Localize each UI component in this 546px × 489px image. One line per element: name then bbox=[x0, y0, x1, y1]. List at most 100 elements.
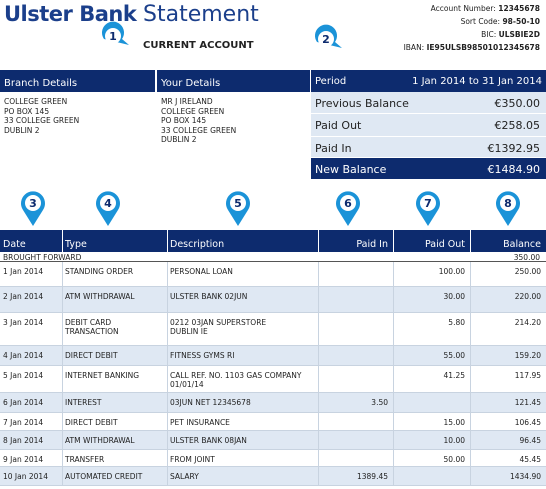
cell-divider bbox=[470, 366, 471, 393]
callout-dot bbox=[500, 195, 516, 211]
cell-divider bbox=[62, 366, 63, 393]
table-cell: 30.00 bbox=[443, 292, 465, 301]
table-cell: PERSONAL LOAN bbox=[170, 267, 233, 276]
cell-divider bbox=[167, 313, 168, 346]
transaction-row bbox=[0, 450, 546, 467]
table-cell: 106.45 bbox=[514, 418, 541, 427]
brought-forward-row bbox=[0, 252, 546, 262]
callout-dot bbox=[230, 195, 246, 211]
column-header: Balance bbox=[503, 239, 541, 250]
summary-label: Paid Out bbox=[315, 119, 362, 132]
cell-divider bbox=[470, 393, 471, 413]
cell-divider bbox=[318, 262, 319, 287]
summary-amount: €1392.95 bbox=[487, 142, 541, 155]
cell-divider bbox=[318, 313, 319, 346]
cell-divider bbox=[393, 413, 394, 431]
cell-divider bbox=[393, 366, 394, 393]
cell-divider bbox=[393, 287, 394, 313]
address-line: 33 COLLEGE GREEN bbox=[161, 125, 237, 135]
transaction-row bbox=[0, 287, 546, 313]
account-detail-label: Sort Code: bbox=[460, 17, 501, 26]
account-detail-value: 98-50-10 bbox=[502, 17, 540, 26]
period: 1 Jan 2014 to 31 Jan 2014 bbox=[412, 76, 542, 87]
callout-dot bbox=[100, 195, 116, 211]
table-cell: 15.00 bbox=[443, 418, 465, 427]
account-type: CURRENT ACCOUNT bbox=[143, 40, 254, 51]
address-line: COLLEGE GREEN bbox=[4, 97, 68, 106]
period-label: Period bbox=[315, 76, 347, 87]
table-cell: DIRECT DEBIT bbox=[65, 418, 118, 427]
cell-divider bbox=[62, 262, 63, 287]
column-header: Paid Out bbox=[424, 239, 465, 250]
address-line: 33 COLLEGE GREEN bbox=[4, 116, 80, 125]
callout-dot bbox=[318, 31, 334, 47]
callout-marker: 2 bbox=[315, 24, 342, 48]
account-detail-label: BIC: bbox=[481, 30, 497, 39]
brought-forward-balance: 350.00 bbox=[513, 253, 540, 262]
table-cell-line: DUBLIN IE bbox=[170, 327, 208, 336]
table-cell: 1 Jan 2014 bbox=[3, 267, 44, 276]
transaction-row bbox=[0, 346, 546, 366]
table-cell-line: TRANSACTION bbox=[65, 327, 119, 336]
summary-row bbox=[311, 92, 546, 113]
table-cell: 03JUN NET 12345678 bbox=[170, 398, 251, 407]
cell-divider bbox=[470, 262, 471, 287]
callout-number: 5 bbox=[234, 197, 242, 210]
table-cell: 159.20 bbox=[514, 351, 541, 360]
cell-divider bbox=[470, 431, 471, 450]
callout-marker: 4 bbox=[96, 191, 120, 226]
account-detail-value: 12345678 bbox=[498, 4, 540, 13]
brought-forward-label: BROUGHT FORWARD bbox=[3, 253, 82, 262]
cell-divider bbox=[167, 262, 168, 287]
table-cell: 2 Jan 2014 bbox=[3, 292, 44, 301]
table-cell: STANDING ORDER bbox=[65, 267, 134, 276]
cell-divider bbox=[470, 467, 471, 486]
cell-divider bbox=[62, 287, 63, 313]
transaction-row bbox=[0, 313, 546, 346]
cell-divider bbox=[393, 262, 394, 287]
cell-divider bbox=[318, 413, 319, 431]
cell-divider bbox=[393, 346, 394, 366]
table-cell: 10.00 bbox=[443, 436, 465, 445]
cell-divider bbox=[318, 467, 319, 486]
table-cell: 45.45 bbox=[519, 455, 541, 464]
cell-divider bbox=[62, 313, 63, 346]
summary-amount: €258.05 bbox=[494, 119, 541, 132]
column-divider bbox=[393, 230, 394, 252]
table-cell: SALARY bbox=[170, 472, 199, 481]
summary-row bbox=[311, 114, 546, 136]
cell-divider bbox=[318, 346, 319, 366]
transaction-row bbox=[0, 467, 546, 486]
cell-divider bbox=[62, 450, 63, 467]
table-cell: 55.00 bbox=[443, 351, 465, 360]
cell-divider bbox=[167, 450, 168, 467]
section-heading: Your Details bbox=[157, 70, 310, 92]
transaction-row bbox=[0, 262, 546, 287]
account-detail-label: Account Number: bbox=[430, 4, 496, 13]
address-line: DUBLIN 2 bbox=[4, 125, 40, 135]
table-cell: 3 Jan 2014 bbox=[3, 318, 44, 327]
address-line: PO BOX 145 bbox=[161, 116, 207, 125]
summary-row bbox=[311, 137, 546, 157]
callout-dot bbox=[420, 195, 436, 211]
account-detail: Account Number: 12345678 bbox=[431, 4, 540, 13]
cell-divider bbox=[470, 450, 471, 467]
summary-amount: €350.00 bbox=[494, 97, 541, 110]
table-cell: FITNESS GYMS RI bbox=[170, 351, 235, 360]
table-header-bar bbox=[0, 230, 546, 252]
callout-marker: 7 bbox=[415, 191, 440, 226]
table-cell: 9 Jan 2014 bbox=[3, 455, 44, 464]
transaction-row bbox=[0, 431, 546, 450]
title: Statement bbox=[143, 2, 259, 27]
cell-divider bbox=[167, 393, 168, 413]
table-cell: 4 Jan 2014 bbox=[3, 351, 44, 360]
table-cell: 0212 03JAN SUPERSTORE DUBLIN IE bbox=[170, 318, 313, 336]
column-header: Type bbox=[65, 239, 87, 250]
cell-divider bbox=[318, 431, 319, 450]
summary-label: Paid In bbox=[315, 142, 352, 155]
callout-marker: 6 bbox=[335, 191, 361, 226]
table-cell: ATM WITHDRAWAL bbox=[65, 292, 135, 301]
table-cell: 41.25 bbox=[443, 371, 465, 380]
